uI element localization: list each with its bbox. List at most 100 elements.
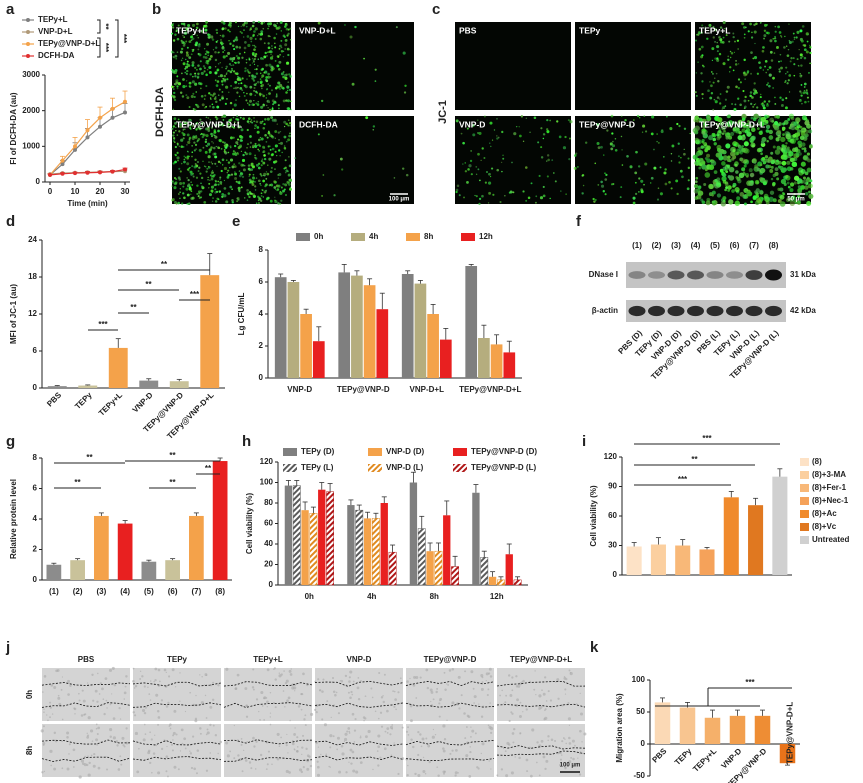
- fluorescent-cell: [774, 39, 777, 43]
- fluorescent-cell: [716, 57, 719, 60]
- fluorescent-cell: [172, 162, 175, 165]
- fluorescent-cell: [200, 176, 204, 180]
- fluorescent-cell: [756, 106, 759, 109]
- texture: [391, 724, 394, 726]
- fluorescent-cell: [710, 84, 713, 88]
- fluorescent-cell: [770, 165, 774, 169]
- fluorescent-cell: [739, 151, 743, 155]
- fluorescent-cell: [754, 179, 760, 185]
- fluorescent-cell: [183, 160, 186, 164]
- fluorescent-cell: [269, 56, 274, 60]
- blot-band: [648, 305, 665, 317]
- point: [85, 135, 90, 140]
- texture: [339, 679, 341, 682]
- fluorescent-cell: [687, 157, 690, 160]
- fluorescent-cell: [266, 100, 269, 102]
- fluorescent-cell: [794, 126, 799, 131]
- fluorescent-cell: [786, 71, 789, 73]
- texture: [78, 692, 80, 695]
- fluorescent-cell: [619, 196, 622, 199]
- bar: [287, 282, 300, 378]
- significance: ***: [745, 678, 755, 687]
- fluorescent-cell: [277, 131, 280, 134]
- significance: ***: [678, 475, 688, 484]
- fluorescent-cell: [219, 162, 222, 164]
- fluorescent-cell: [714, 178, 718, 183]
- fluorescent-cell: [217, 63, 220, 65]
- fluorescent-cell: [209, 174, 212, 177]
- fluorescent-cell: [727, 185, 732, 190]
- fluorescent-cell: [280, 186, 283, 189]
- bar: [372, 518, 380, 586]
- texture: [195, 694, 197, 697]
- significance: ***: [702, 434, 712, 443]
- texture: [563, 676, 567, 680]
- fluorescent-cell: [490, 167, 494, 170]
- fluorescent-cell: [751, 158, 757, 164]
- fluorescent-cell: [719, 121, 724, 126]
- texture: [56, 669, 60, 672]
- fluorescent-cell: [197, 195, 200, 198]
- fluorescent-cell: [727, 175, 731, 179]
- significance: **: [205, 464, 212, 473]
- fluorescent-cell: [214, 96, 217, 98]
- bar: [301, 510, 309, 585]
- fluorescent-cell: [212, 49, 215, 51]
- texture: [353, 741, 356, 743]
- texture: [389, 725, 394, 729]
- texture: [349, 696, 352, 699]
- texture: [454, 771, 458, 775]
- texture: [516, 698, 519, 702]
- wound-edge: [223, 702, 313, 708]
- texture: [255, 740, 258, 744]
- fluorescent-cell: [636, 114, 640, 118]
- fluorescent-cell: [287, 32, 290, 35]
- bar: [326, 491, 334, 586]
- fluorescent-cell: [708, 135, 714, 141]
- texture: [348, 761, 350, 763]
- fluorescent-cell: [604, 178, 608, 181]
- texture: [422, 756, 425, 759]
- bar: [650, 544, 666, 575]
- fluorescent-cell: [718, 36, 720, 39]
- fluorescent-cell: [255, 90, 258, 93]
- fluorescent-cell: [279, 130, 282, 133]
- fluorescent-cell: [734, 40, 736, 43]
- texture: [547, 735, 550, 738]
- fluorescent-cell: [219, 62, 221, 64]
- bar: [380, 503, 388, 585]
- lane-number: (8): [769, 241, 779, 250]
- fluorescent-cell: [756, 147, 762, 153]
- fluorescent-cell: [232, 64, 235, 67]
- texture: [538, 694, 542, 698]
- blot-band: [726, 271, 743, 279]
- panel-letter: k: [590, 639, 599, 656]
- fluorescent-cell: [403, 91, 407, 94]
- fluorescent-cell: [186, 73, 188, 75]
- fluorescent-cell: [171, 32, 174, 35]
- fluorescent-cell: [481, 147, 484, 150]
- fluorescent-cell: [184, 128, 186, 130]
- texture: [412, 684, 416, 687]
- fluorescent-cell: [171, 180, 174, 183]
- texture: [454, 774, 457, 777]
- fluorescent-cell: [700, 72, 703, 75]
- wound-edge: [314, 740, 404, 746]
- texture: [393, 742, 395, 744]
- fluorescent-cell: [719, 98, 721, 100]
- texture: [177, 768, 180, 771]
- fluorescent-cell: [780, 136, 786, 143]
- fluorescent-cell: [722, 172, 727, 178]
- fluorescent-cell: [174, 121, 177, 125]
- side-label: DCFH-DA: [154, 87, 166, 137]
- fluorescent-cell: [743, 164, 747, 168]
- fluorescent-cell: [196, 75, 200, 79]
- bar: [200, 275, 220, 388]
- texture: [542, 692, 546, 696]
- fluorescent-cell: [195, 176, 199, 179]
- fluorescent-cell: [759, 177, 764, 182]
- fluorescent-cell: [216, 197, 219, 200]
- texture: [120, 763, 123, 766]
- fluorescent-cell: [285, 122, 288, 126]
- fluorescent-cell: [175, 202, 178, 205]
